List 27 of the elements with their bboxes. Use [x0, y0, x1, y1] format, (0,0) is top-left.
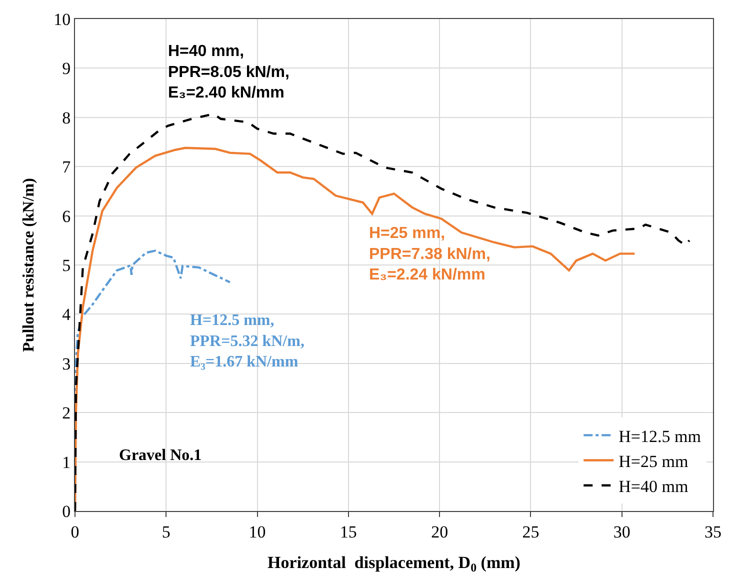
y-tick-label: 0	[62, 502, 71, 521]
x-tick-label: 15	[340, 522, 357, 542]
y-tick-label: 5	[62, 256, 71, 275]
legend-label: H=12.5 mm	[618, 426, 701, 446]
y-tick-label: 3	[62, 354, 71, 374]
y-tick-label: 4	[62, 305, 72, 324]
y-tick-label: 7	[62, 158, 72, 177]
x-tick-label: 25	[522, 522, 540, 542]
legend-label: H=25 mm	[618, 452, 688, 471]
annotation: Gravel No.1	[119, 447, 202, 464]
y-tick-label: 9	[62, 59, 71, 78]
y-tick-label: 6	[62, 206, 71, 226]
x-axis-title: Horizontal displacement, D$_{0}$ (mm)	[268, 552, 520, 574]
annotation: H=12.5 mm, PPR=5.32 kN/m, E₃=1.67 kN/mm	[190, 312, 304, 371]
x-tick-label: 20	[431, 522, 448, 542]
y-tick-label: 10	[54, 10, 71, 29]
x-tick-label: 5	[162, 522, 170, 542]
x-tick-label: 35	[704, 522, 722, 542]
annotation: H=25 mm, PPR=7.38 kN/m, E₃=2.24 kN/mm	[369, 225, 490, 284]
y-tick-label: 1	[62, 452, 71, 472]
x-tick-label: 10	[248, 522, 266, 542]
x-tick-label: 30	[613, 522, 630, 542]
y-tick-label: 8	[62, 108, 71, 128]
y-tick-label: 2	[62, 404, 71, 423]
y-axis-title: Pullout resistance (kN/m)	[20, 178, 38, 352]
legend-label: H=40 mm	[618, 477, 688, 496]
annotation: H=40 mm, PPR=8.05 kN/m, E₃=2.40 kN/mm	[168, 43, 290, 102]
